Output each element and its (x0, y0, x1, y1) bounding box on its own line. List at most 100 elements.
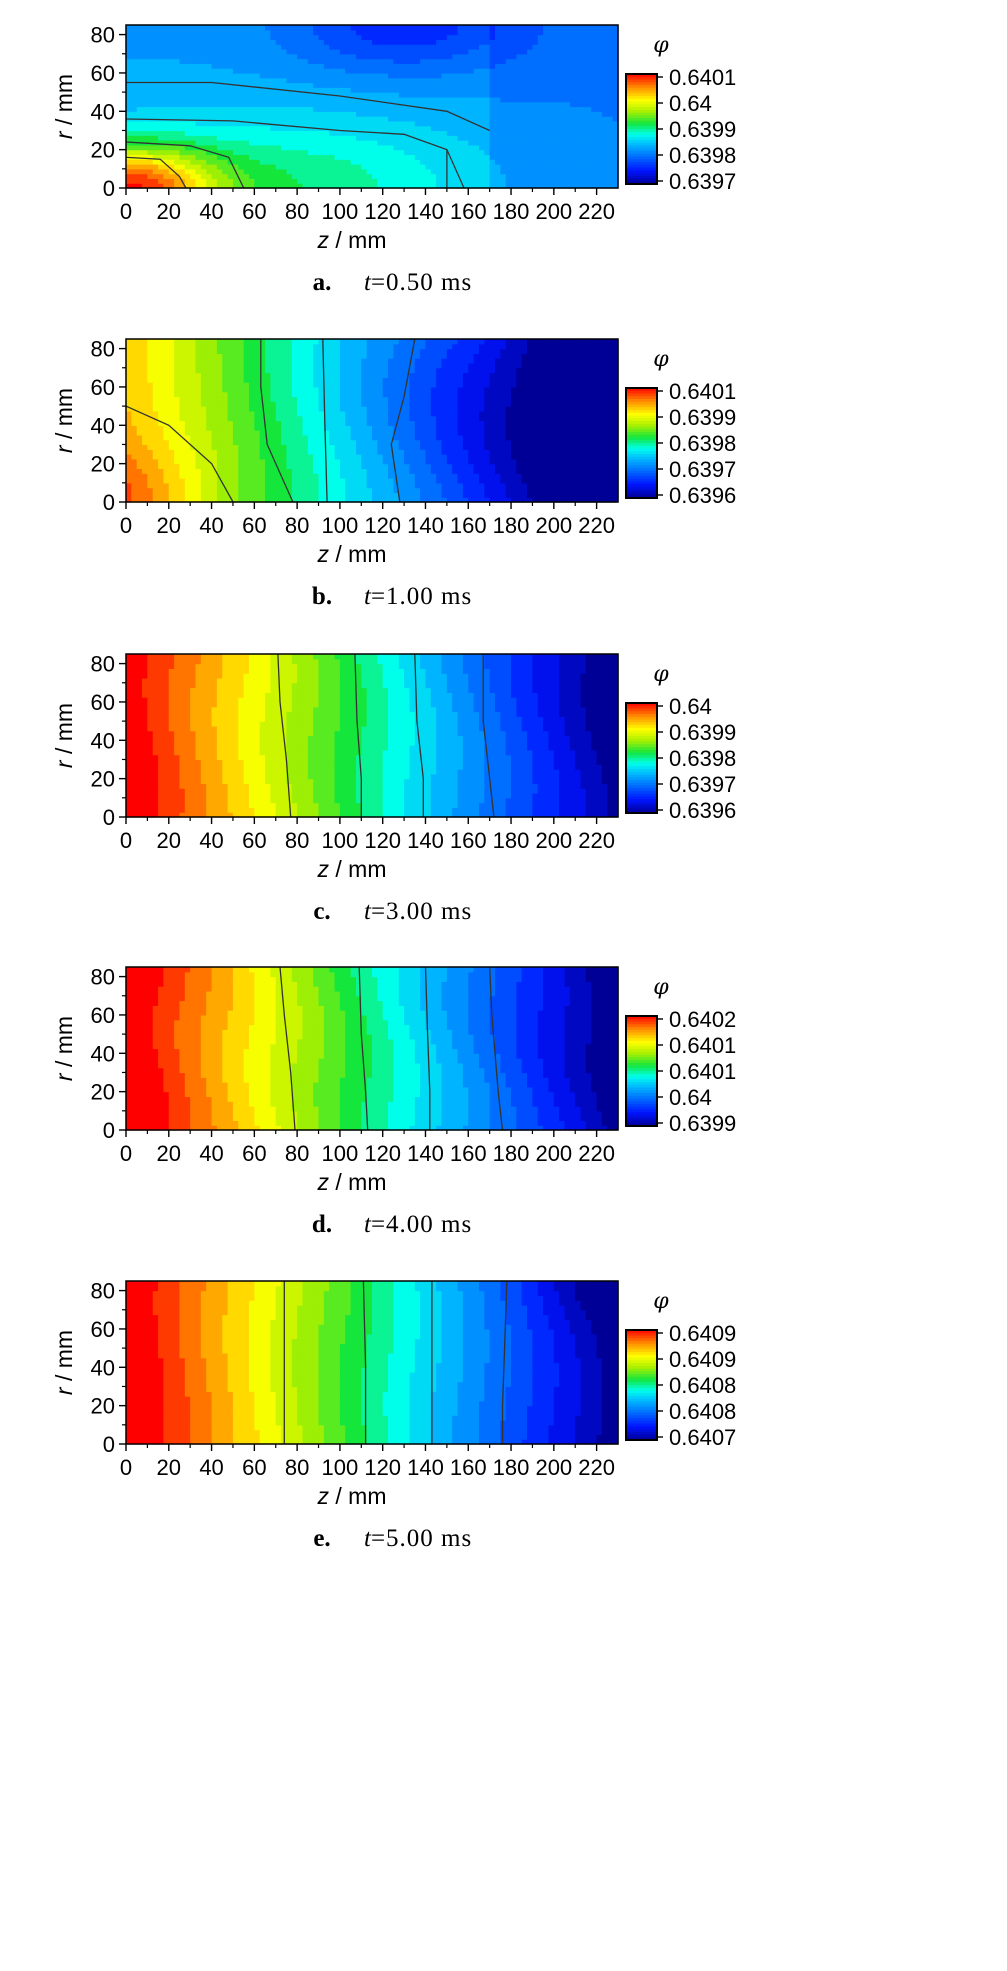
heatmap-cell (206, 362, 213, 369)
heatmap-cell (131, 458, 138, 465)
heatmap-cell (265, 48, 271, 55)
heatmap-cell (425, 48, 432, 55)
heatmap-cell (414, 154, 421, 160)
heatmap-cell (270, 458, 277, 465)
heatmap-cell (404, 120, 411, 127)
heatmap-cell (430, 120, 437, 127)
heatmap-cell (302, 39, 309, 45)
heatmap-cell (345, 449, 352, 455)
heatmap-cell (286, 454, 293, 460)
heatmap-cell (505, 72, 512, 79)
heatmap-cell (543, 44, 550, 50)
heatmap-cell (238, 377, 245, 383)
heatmap-cell (297, 168, 304, 175)
heatmap-cell (200, 68, 207, 74)
heatmap-cell (318, 430, 325, 436)
heatmap-cell (468, 116, 475, 122)
heatmap-cell (527, 44, 534, 50)
heatmap-cell (168, 358, 175, 364)
heatmap-cell (516, 53, 523, 60)
heatmap-cell (195, 101, 202, 108)
heatmap-cell (468, 44, 475, 50)
heatmap-cell (372, 463, 378, 470)
heatmap-cell (398, 406, 405, 412)
heatmap-cell (575, 140, 582, 146)
heatmap-cell (227, 343, 234, 350)
heatmap-cell (243, 44, 250, 50)
heatmap-cell (500, 34, 507, 40)
heatmap-cell (147, 473, 154, 479)
heatmap-cell (441, 149, 448, 156)
heatmap-cell (254, 430, 261, 436)
heatmap-cell (318, 410, 325, 417)
heatmap-cell (468, 140, 475, 146)
heatmap-cell (313, 130, 320, 136)
heatmap-cell (307, 68, 314, 74)
heatmap-cell (318, 178, 325, 184)
heatmap-cell (131, 164, 138, 170)
heatmap-cell (350, 168, 357, 175)
heatmap-cell (286, 58, 293, 64)
heatmap-cell (495, 48, 501, 55)
heatmap-cell (457, 154, 464, 160)
heatmap-cell (377, 92, 384, 98)
heatmap-cell (158, 72, 165, 79)
heatmap-cell (216, 82, 223, 88)
heatmap-cell (313, 135, 320, 141)
heatmap-cell (521, 77, 528, 84)
heatmap-cell (291, 178, 298, 184)
heatmap-cell (238, 434, 245, 441)
heatmap-cell (511, 58, 517, 64)
heatmap-cell (254, 377, 261, 383)
heatmap-cell (254, 425, 261, 431)
heatmap-cell (232, 497, 239, 503)
y-tick-label: 60 (91, 61, 115, 86)
heatmap-cell (243, 68, 250, 74)
heatmap-cell (527, 164, 534, 170)
heatmap-cell (323, 44, 330, 50)
heatmap-cell (462, 154, 469, 160)
heatmap-cell (136, 183, 143, 189)
heatmap-cell (286, 425, 293, 431)
heatmap-cell (596, 154, 603, 160)
heatmap-cell (543, 154, 550, 160)
heatmap-cell (489, 34, 496, 40)
heatmap-cell (168, 415, 175, 422)
heatmap-cell (142, 106, 148, 112)
heatmap-cell (334, 130, 341, 136)
heatmap-cell (163, 353, 170, 359)
heatmap-cell (537, 68, 544, 74)
heatmap-cell (238, 478, 245, 484)
heatmap-cell (457, 34, 464, 40)
heatmap-cell (243, 434, 250, 441)
heatmap-cell (163, 444, 170, 450)
heatmap-cell (559, 101, 566, 108)
heatmap-cell (174, 382, 181, 388)
heatmap-cell (436, 116, 443, 122)
heatmap-cell (195, 159, 202, 165)
heatmap-cell (361, 135, 368, 141)
heatmap-cell (527, 48, 534, 55)
heatmap-cell (158, 149, 165, 156)
heatmap-cell (409, 92, 416, 98)
heatmap-cell (372, 92, 378, 98)
heatmap-cell (553, 168, 560, 175)
heatmap-cell (350, 39, 357, 45)
heatmap-cell (270, 111, 277, 117)
heatmap-cell (254, 135, 261, 141)
heatmap-cell (612, 106, 619, 112)
heatmap-cell (147, 120, 154, 127)
plot-frame (125, 24, 619, 189)
heatmap-cell (227, 444, 234, 450)
heatmap-cell (559, 48, 566, 55)
heatmap-cell (302, 473, 309, 479)
heatmap-cell (318, 140, 325, 146)
heatmap-cell (184, 362, 191, 369)
heatmap-cell (265, 449, 271, 455)
heatmap-cell (345, 497, 352, 503)
heatmap-cell (564, 130, 571, 136)
heatmap-cell (142, 77, 148, 84)
heatmap-cell (126, 386, 132, 393)
heatmap-cell (329, 168, 336, 175)
heatmap-cell (446, 48, 453, 55)
